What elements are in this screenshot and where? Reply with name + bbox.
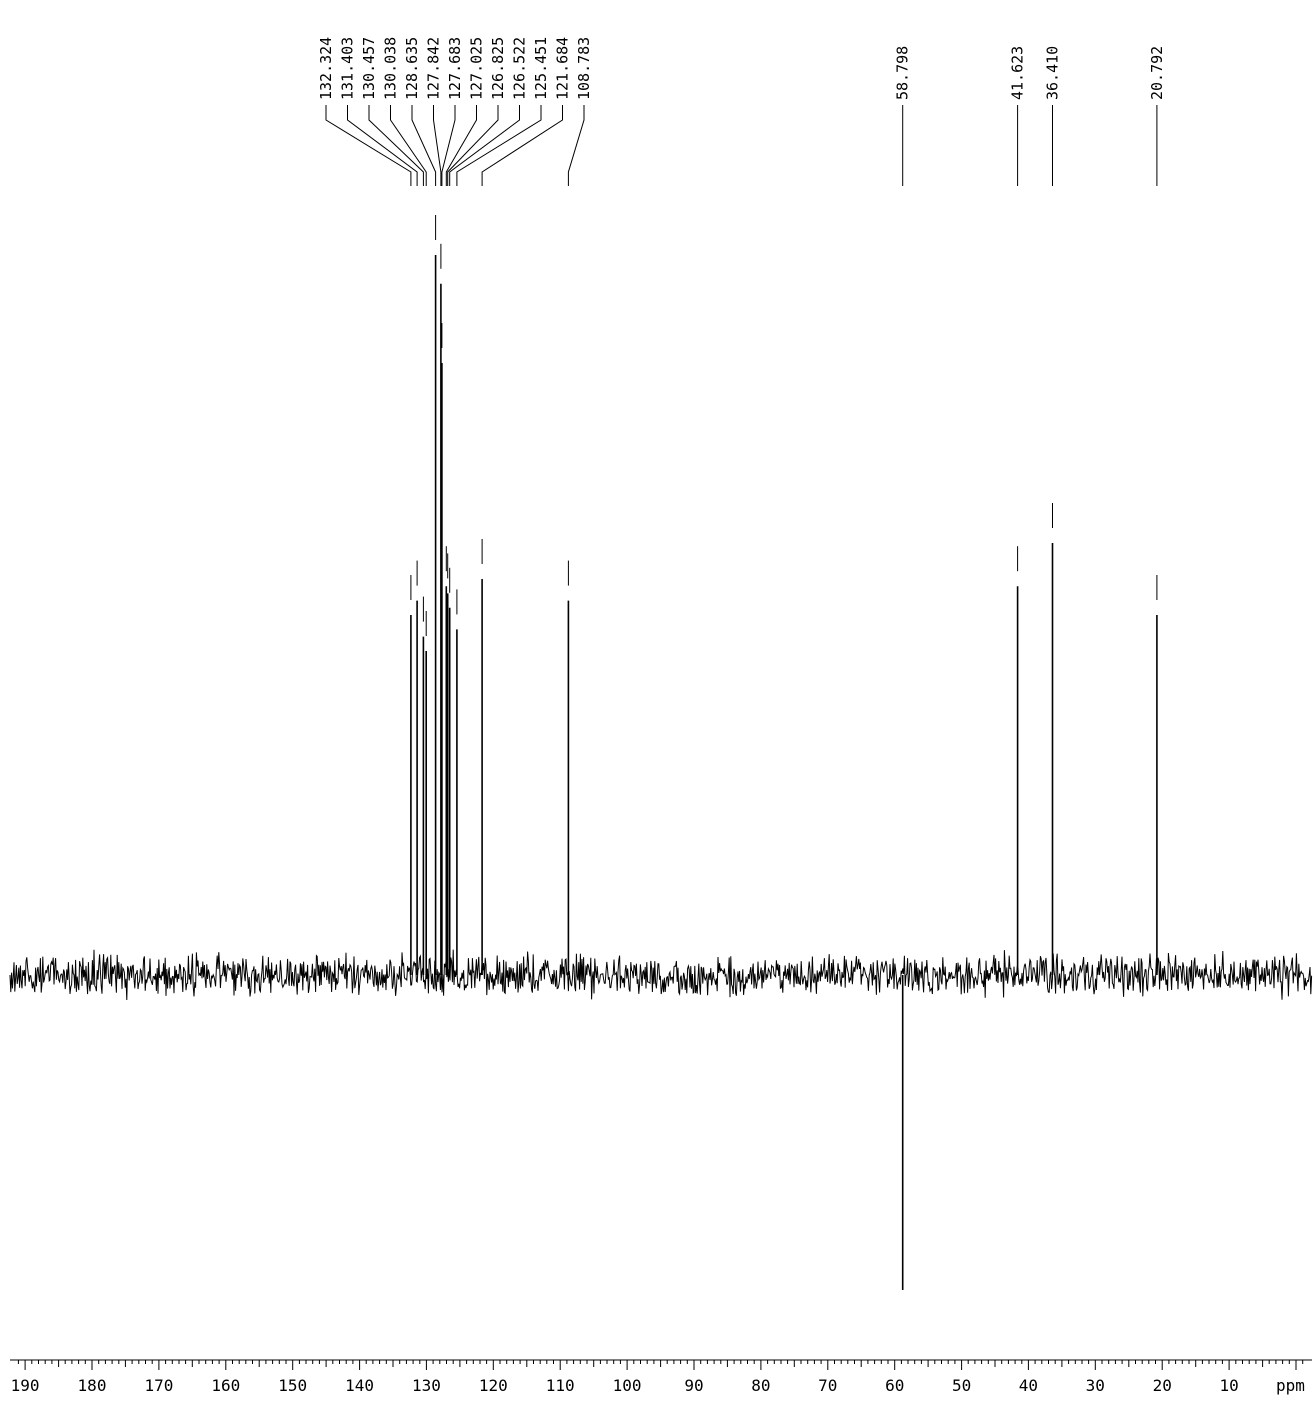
x-axis-tick-label: 160 xyxy=(211,1376,240,1395)
x-axis-tick-label: 80 xyxy=(751,1376,770,1395)
x-axis-tick-label: 170 xyxy=(144,1376,173,1395)
peak-label: 41.623 xyxy=(1009,46,1027,100)
peak-leader-line xyxy=(447,105,499,186)
peak-leader-line xyxy=(411,105,437,186)
baseline-noise-trace xyxy=(9,949,1313,1001)
peak-label: 127.683 xyxy=(446,37,464,100)
peak-label: 130.457 xyxy=(360,37,378,100)
peak-leader-line xyxy=(449,105,520,186)
peak-label: 131.403 xyxy=(339,37,357,100)
spectrum-trace-group xyxy=(9,949,1313,1001)
x-axis-tick-label: 70 xyxy=(818,1376,837,1395)
peak-leader-line xyxy=(390,105,427,186)
x-axis-tick-label: 140 xyxy=(345,1376,374,1395)
peak-label: 58.798 xyxy=(894,46,912,100)
peak-leader-group xyxy=(325,105,1158,186)
peak-leader-line xyxy=(441,105,456,186)
peak-lines-group xyxy=(410,215,1158,1290)
x-axis-tick-label: 90 xyxy=(684,1376,703,1395)
x-axis-tick-label: 120 xyxy=(479,1376,508,1395)
x-axis-tick-label: 10 xyxy=(1219,1376,1238,1395)
x-axis-tick-label: 110 xyxy=(546,1376,575,1395)
peak-label: 126.522 xyxy=(511,37,529,100)
x-axis-tick-label: 40 xyxy=(1019,1376,1038,1395)
x-axis-tick-label: 50 xyxy=(952,1376,971,1395)
peak-label-group: 132.324 131.403 130.457 130.038 128.635 127.8… xyxy=(317,37,1166,100)
x-axis-unit-label: ppm xyxy=(1276,1376,1305,1395)
peak-leader-line xyxy=(325,105,412,186)
peak-label: 36.410 xyxy=(1044,46,1062,100)
peak-label: 121.684 xyxy=(554,37,572,100)
peak-leader-line xyxy=(368,105,424,186)
peak-label: 20.792 xyxy=(1148,46,1166,100)
peak-leader-line xyxy=(445,105,477,186)
peak-label: 127.025 xyxy=(468,37,486,100)
peak-leader-line xyxy=(481,105,563,186)
peak-label: 127.842 xyxy=(425,37,443,100)
x-axis-tick-label: 130 xyxy=(412,1376,441,1395)
x-axis-tick-label: 190 xyxy=(11,1376,40,1395)
peak-label: 132.324 xyxy=(317,37,335,100)
x-axis-tick-label: 150 xyxy=(278,1376,307,1395)
peak-label: 128.635 xyxy=(403,37,421,100)
peak-label: 126.825 xyxy=(489,37,507,100)
x-axis: 190 180 170 160 150 140 130 120 110 100 90 80 70 60 50… xyxy=(10,1359,1312,1395)
x-axis-tick-label: 180 xyxy=(78,1376,107,1395)
x-axis-tick-label: 30 xyxy=(1086,1376,1105,1395)
x-axis-tick-label: 100 xyxy=(613,1376,642,1395)
x-axis-tick-label: 20 xyxy=(1153,1376,1172,1395)
peak-label: 130.038 xyxy=(382,37,400,100)
peak-label: 108.783 xyxy=(575,37,593,100)
peak-label: 125.451 xyxy=(532,37,550,100)
x-axis-tick-label: 60 xyxy=(885,1376,904,1395)
peak-leader-line xyxy=(433,105,442,186)
peak-leader-line xyxy=(456,105,542,186)
peak-leader-line xyxy=(567,105,585,186)
peak-leader-line xyxy=(347,105,418,186)
